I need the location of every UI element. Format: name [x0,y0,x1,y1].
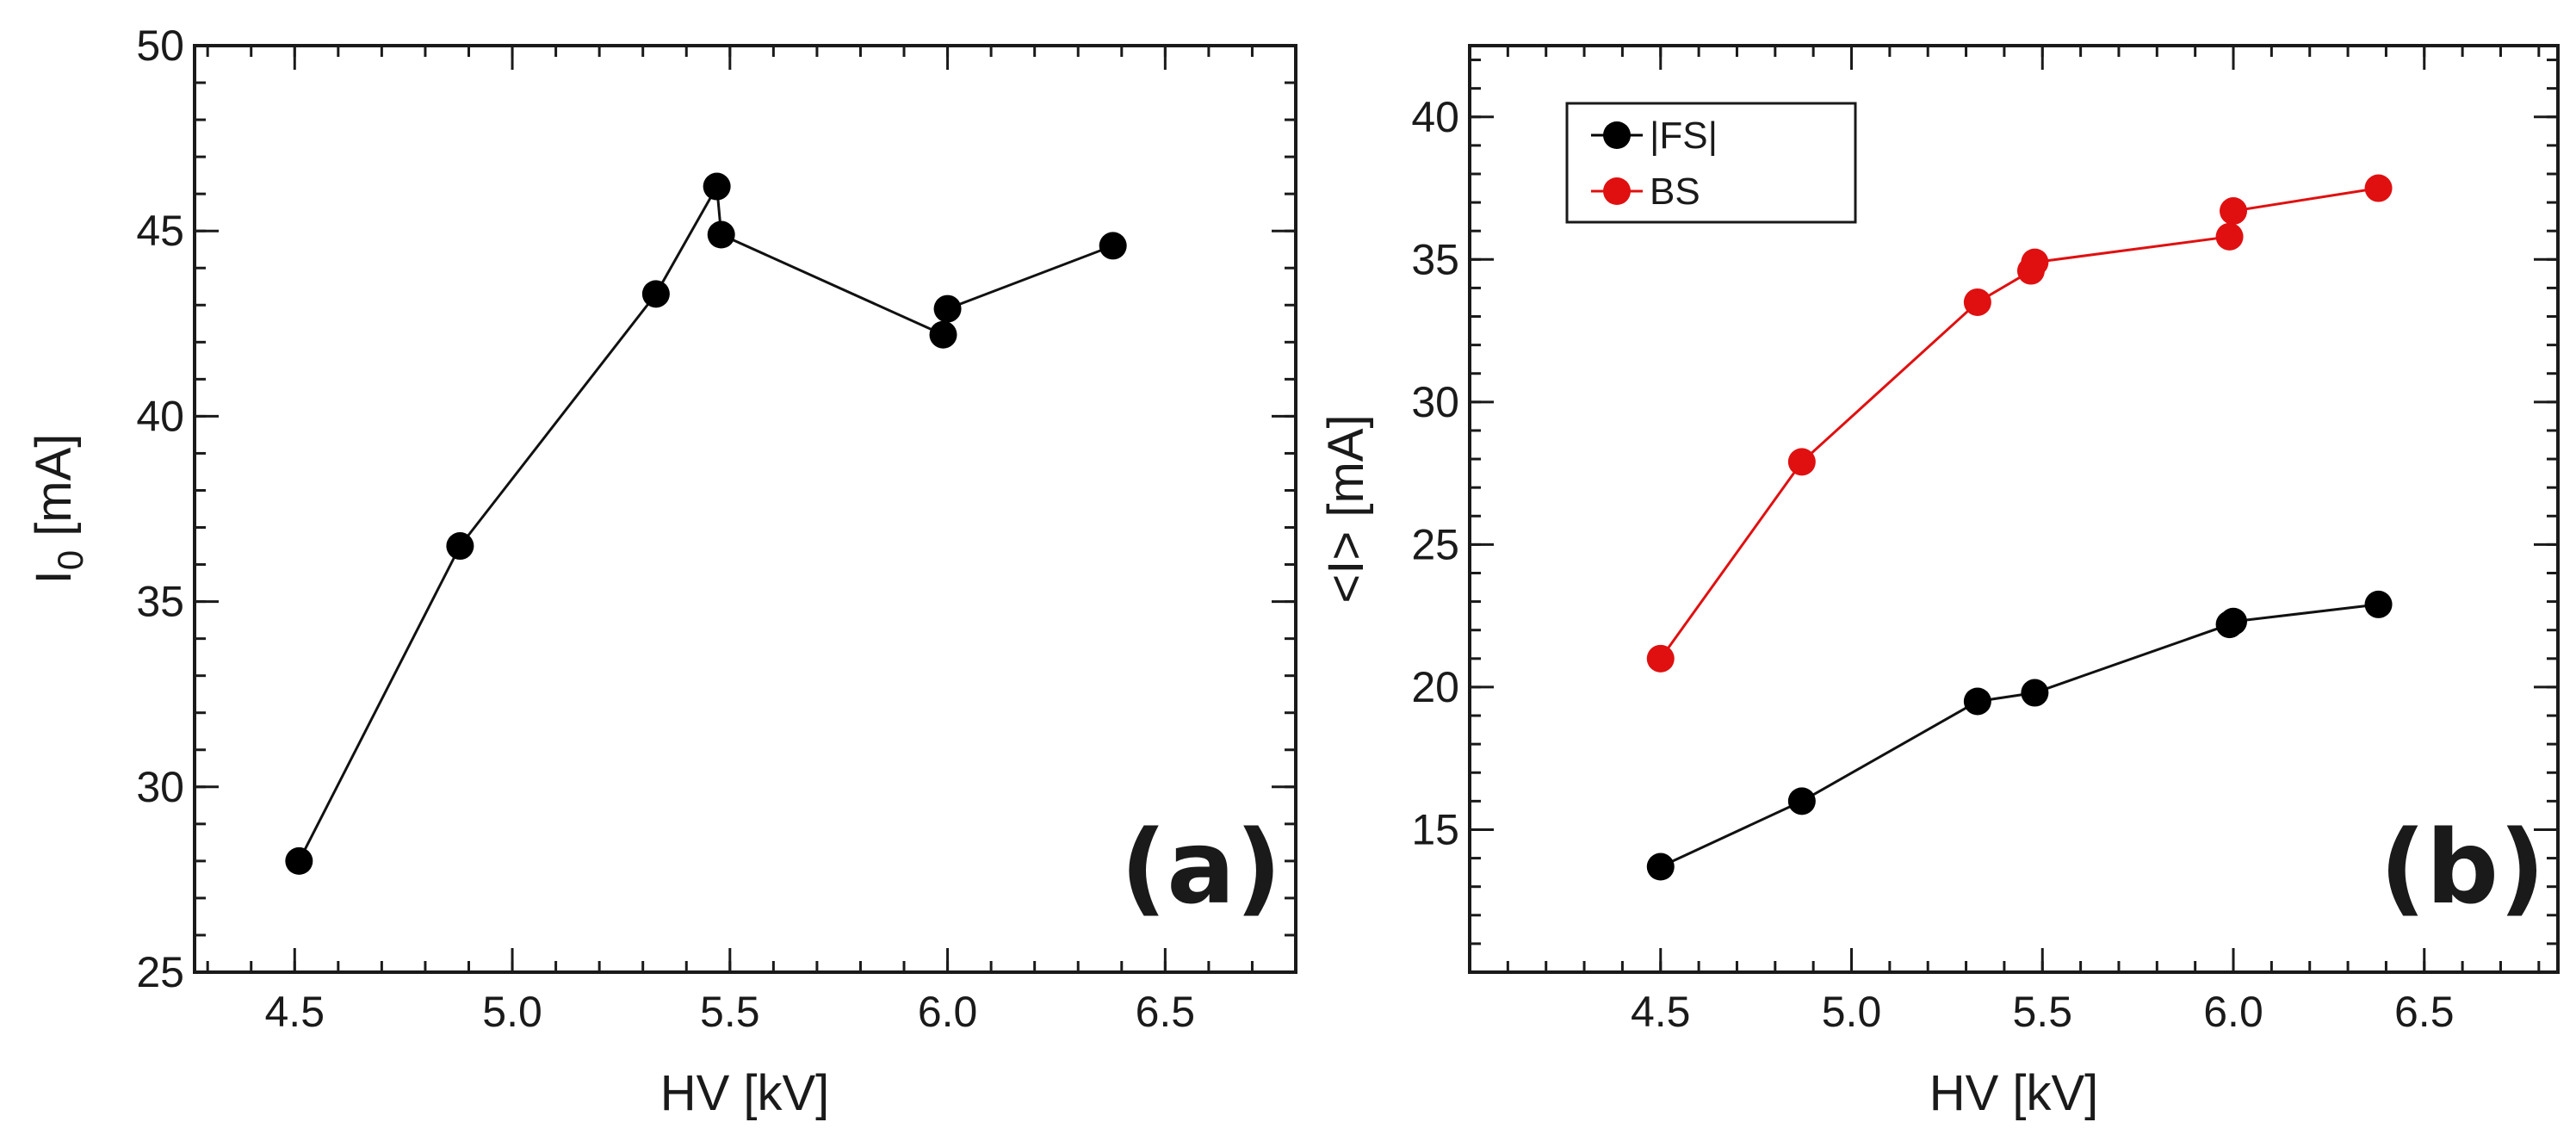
panel-a-y-axis-label-main: I [26,570,82,584]
panel-a-y-axis-label-subscript: 0 [50,550,90,570]
panel-a-series [285,172,1127,875]
series-line [1659,187,2379,660]
y-tick-label: 50 [136,22,184,70]
data-point [641,280,670,308]
data-point [1646,852,1675,881]
y-tick-label: 45 [136,207,184,255]
panel-a-plot-frame [193,44,1297,974]
x-tick-label: 4.5 [1631,988,1691,1036]
panel-b-legend: |FS| BS [1565,102,1857,224]
y-tick-label: 40 [1411,93,1459,141]
legend-label-bs: BS [1650,170,1700,213]
data-point [933,294,962,323]
y-tick-label: 40 [136,392,184,440]
data-point [703,172,731,201]
data-point [2364,174,2393,202]
panel-b: 15 20 25 30 35 40 4.5 5.0 5.5 6.0 6.5 HV [kV] <I> … [1318,44,2560,1121]
data-point [2021,248,2049,276]
panel-a-ticks: 25 30 35 40 45 50 4.5 5.0 5.5 6.0 6.5 [136,22,1297,1036]
data-point [285,846,313,875]
data-point [1963,687,1991,716]
panel-b-label: (b) [2380,808,2545,927]
data-point [2220,197,2248,226]
data-point [929,320,957,349]
data-point [1963,288,1991,316]
data-point [2220,607,2248,636]
series-line [1660,603,2379,868]
panel-b-series [1646,174,2393,881]
y-tick-label: 25 [136,948,184,996]
y-tick-label: 35 [1411,235,1459,283]
y-tick-label: 30 [136,763,184,811]
legend-swatch-bs-marker [1603,177,1631,205]
x-tick-label: 6.0 [918,988,978,1036]
x-tick-label: 6.0 [2203,988,2263,1036]
data-point [446,532,474,561]
data-point [2021,679,2049,707]
data-point [2215,222,2244,251]
panel-a: 25 30 35 40 45 50 4.5 5.0 5.5 6.0 6.5 HV [kV] I0 [… [26,22,1297,1121]
x-tick-label: 4.5 [265,988,325,1036]
y-tick-label: 30 [1411,378,1459,426]
data-point [1787,787,1816,815]
y-tick-label: 35 [136,578,184,626]
panel-b-y-axis-label: <I> [mA] [1318,414,1374,603]
data-point [1787,448,1816,476]
data-point [1099,232,1127,260]
y-tick-label: 20 [1411,663,1459,711]
panel-a-label: (a) [1120,808,1282,927]
y-tick-label: 15 [1411,805,1459,853]
x-tick-label: 5.0 [1822,988,1882,1036]
panel-b-x-axis-label: HV [kV] [1929,1065,2099,1121]
x-tick-label: 5.0 [482,988,542,1036]
x-tick-label: 5.5 [2013,988,2073,1036]
data-point [707,220,735,249]
legend-label-fs: |FS| [1650,115,1718,157]
legend-swatch-fs-marker [1603,121,1631,149]
data-point [2364,590,2393,618]
x-tick-label: 6.5 [2394,988,2455,1036]
data-point [1646,644,1675,673]
series-line [297,182,1114,862]
panel-a-y-axis-label-unit: [mA] [26,434,82,550]
panel-b-ticks: 15 20 25 30 35 40 4.5 5.0 5.5 6.0 6.5 [1411,46,2558,1036]
x-tick-label: 6.5 [1136,988,1196,1036]
panel-a-x-axis-label: HV [kV] [660,1065,830,1121]
x-tick-label: 5.5 [700,988,760,1036]
y-tick-label: 25 [1411,520,1459,568]
panel-a-y-axis-label: I0 [mA] [26,434,90,585]
panel-b-plot-frame [1468,44,2560,974]
